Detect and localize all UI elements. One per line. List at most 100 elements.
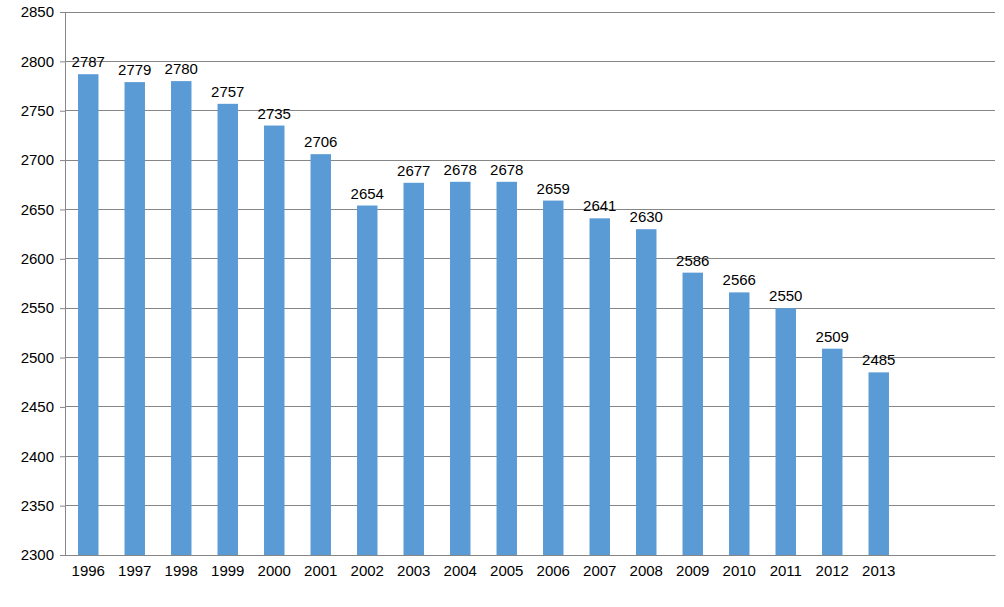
y-tick: 2550 — [21, 299, 65, 316]
data-label: 2641 — [583, 197, 616, 214]
x-tick: 2013 — [862, 562, 895, 579]
grid-line — [65, 258, 995, 259]
y-tick-label: 2350 — [21, 497, 54, 514]
bar — [404, 183, 424, 555]
x-tick-label: 1996 — [72, 562, 105, 579]
bar — [497, 182, 517, 555]
y-tick-mark — [60, 506, 65, 507]
y-tick-mark — [60, 12, 65, 13]
data-label: 2787 — [72, 53, 105, 70]
y-tick: 2400 — [21, 448, 65, 465]
x-tick-label: 2007 — [583, 562, 616, 579]
x-tick-label: 2004 — [444, 562, 477, 579]
x-tick: 1997 — [118, 562, 151, 579]
data-label: 2485 — [862, 351, 895, 368]
data-label: 2659 — [537, 180, 570, 197]
bar — [590, 218, 610, 555]
y-tick-label: 2300 — [21, 546, 54, 563]
data-label: 2678 — [444, 161, 477, 178]
x-tick-label: 2009 — [676, 562, 709, 579]
plot-area — [78, 74, 889, 555]
x-tick: 2001 — [304, 562, 337, 579]
bar — [357, 206, 377, 555]
x-tick-label: 1997 — [118, 562, 151, 579]
x-tick: 2008 — [630, 562, 663, 579]
x-axis-line — [66, 555, 996, 556]
x-tick: 1996 — [72, 562, 105, 579]
y-tick-label: 2800 — [21, 53, 54, 70]
bar — [450, 182, 470, 555]
y-tick: 2800 — [21, 53, 65, 70]
grid-line — [65, 357, 995, 358]
x-axis: 1996 1997 1998 1999 2000 2001 2002 2003 2004 2005… — [66, 556, 996, 579]
x-tick-label: 2000 — [258, 562, 291, 579]
grid-line — [65, 555, 995, 556]
y-tick: 2750 — [21, 102, 65, 119]
bar — [311, 154, 331, 555]
y-tick-mark — [60, 407, 65, 408]
grid — [65, 12, 995, 555]
x-tick-label: 2001 — [304, 562, 337, 579]
y-tick-label: 2700 — [21, 151, 54, 168]
data-label: 2566 — [723, 271, 756, 288]
y-tick: 2300 — [21, 546, 65, 563]
y-tick: 2350 — [21, 497, 65, 514]
x-tick-label: 2003 — [397, 562, 430, 579]
data-label: 2735 — [258, 105, 291, 122]
data-label: 2677 — [397, 162, 430, 179]
x-tick: 1998 — [165, 562, 198, 579]
x-tick: 2000 — [258, 562, 291, 579]
x-tick: 2004 — [444, 562, 477, 579]
grid-line — [65, 209, 995, 210]
bar — [78, 74, 98, 555]
bar — [125, 82, 145, 555]
y-tick-label: 2550 — [21, 299, 54, 316]
x-tick: 1999 — [211, 562, 244, 579]
x-tick-label: 2012 — [816, 562, 849, 579]
data-label: 2630 — [630, 208, 663, 225]
bar — [683, 273, 703, 555]
y-tick-mark — [60, 61, 65, 62]
data-label: 2757 — [211, 83, 244, 100]
bar — [171, 81, 191, 555]
data-label: 2678 — [490, 161, 523, 178]
y-tick-label: 2400 — [21, 448, 54, 465]
chart: 2300235024002450250025502600265027002750… — [0, 0, 1004, 607]
grid-line — [65, 12, 995, 13]
bar — [822, 349, 842, 555]
x-tick-label: 2011 — [770, 562, 802, 579]
grid-line — [65, 406, 995, 407]
x-tick: 2002 — [351, 562, 384, 579]
x-tick: 2005 — [490, 562, 523, 579]
y-tick-label: 2750 — [21, 102, 54, 119]
grid-line — [65, 505, 995, 506]
grid-line — [65, 308, 995, 309]
bar — [776, 308, 796, 555]
y-tick: 2500 — [21, 349, 65, 366]
bar — [636, 229, 656, 555]
x-tick-label: 2002 — [351, 562, 384, 579]
bar — [264, 126, 284, 555]
x-tick-label: 1998 — [165, 562, 198, 579]
x-tick: 2010 — [723, 562, 756, 579]
y-tick: 2450 — [21, 398, 65, 415]
bar — [543, 201, 563, 555]
grid-line — [65, 110, 995, 111]
x-tick: 2003 — [397, 562, 430, 579]
grid-line — [65, 160, 995, 161]
y-tick-mark — [60, 209, 65, 210]
x-tick-label: 2013 — [862, 562, 895, 579]
data-label: 2654 — [351, 185, 384, 202]
bar — [729, 292, 749, 555]
data-label: 2550 — [769, 287, 802, 304]
y-tick-label: 2850 — [21, 3, 54, 20]
data-labels: 2787277927802757273527062654267726782678… — [72, 53, 896, 368]
y-tick-mark — [60, 456, 65, 457]
y-tick-mark — [60, 160, 65, 161]
grid-line — [65, 456, 995, 457]
data-label: 2779 — [118, 61, 151, 78]
x-tick-label: 2006 — [537, 562, 570, 579]
x-tick: 2012 — [816, 562, 849, 579]
bar — [218, 104, 238, 555]
y-axis-line — [65, 13, 66, 556]
